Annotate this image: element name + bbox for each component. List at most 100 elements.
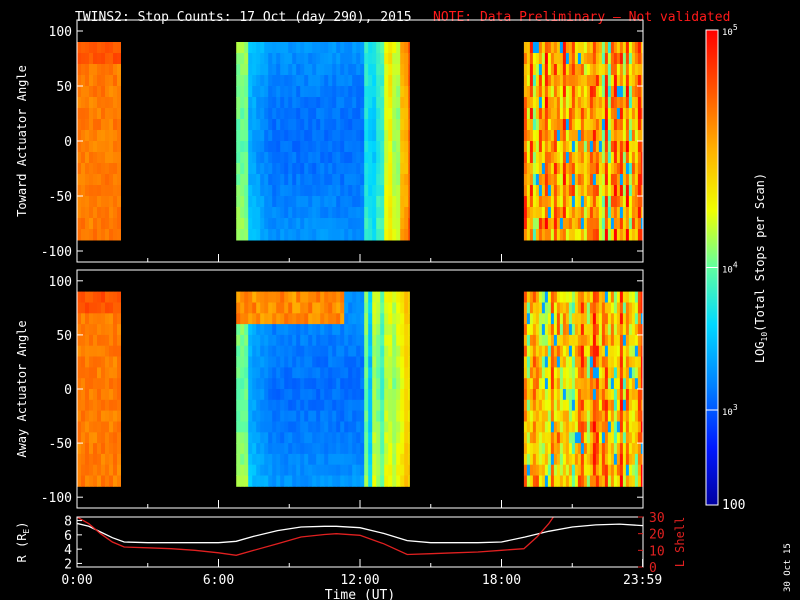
heatmap-cell bbox=[565, 432, 570, 444]
heatmap-cell bbox=[577, 207, 582, 219]
heatmap-cell bbox=[553, 432, 558, 444]
heatmap-cell bbox=[616, 324, 621, 336]
heatmap-cell bbox=[583, 174, 588, 186]
heatmap-cell bbox=[577, 108, 582, 120]
heatmap-cell bbox=[541, 334, 546, 347]
heatmap-cell bbox=[252, 229, 257, 241]
heatmap-cell bbox=[296, 475, 301, 487]
heatmap-cell bbox=[580, 345, 585, 357]
heatmap-cell bbox=[348, 207, 353, 219]
heatmap-cell bbox=[388, 141, 393, 153]
heatmap-cell bbox=[300, 229, 305, 241]
heatmap-cell bbox=[404, 475, 409, 487]
heatmap-cell bbox=[109, 53, 114, 65]
heatmap-cell bbox=[532, 378, 537, 390]
heatmap-cell bbox=[529, 334, 534, 347]
heatmap-cell bbox=[553, 378, 558, 390]
heatmap-cell bbox=[336, 389, 341, 401]
heatmap-cell bbox=[117, 291, 121, 303]
heatmap-cell bbox=[93, 207, 98, 219]
heatmap-cell bbox=[308, 152, 313, 164]
heatmap-cell bbox=[117, 152, 121, 164]
heatmap-cell bbox=[89, 141, 94, 153]
heatmap-cell bbox=[113, 432, 118, 444]
heatmap-cell bbox=[340, 86, 345, 98]
heatmap-cell bbox=[348, 196, 353, 208]
heatmap-cell bbox=[280, 475, 285, 487]
heatmap-cell bbox=[592, 378, 597, 390]
heatmap-cell bbox=[97, 185, 102, 197]
heatmap-cell bbox=[616, 174, 621, 186]
heatmap-cell bbox=[607, 291, 612, 303]
heatmap-cell bbox=[324, 389, 329, 401]
heatmap-cell bbox=[113, 218, 118, 230]
heatmap-cell bbox=[388, 432, 393, 444]
heatmap-cell bbox=[556, 42, 561, 54]
heatmap-cell bbox=[601, 324, 606, 336]
heatmap-cell bbox=[264, 185, 269, 197]
heatmap-cell bbox=[598, 108, 603, 120]
heatmap-cell bbox=[547, 196, 552, 208]
heatmap-cell bbox=[625, 53, 630, 65]
heatmap-cell bbox=[316, 152, 321, 164]
heatmap-cell bbox=[592, 174, 597, 186]
heatmap-cell bbox=[93, 196, 98, 208]
heatmap-cell bbox=[574, 389, 579, 401]
heatmap-cell bbox=[607, 453, 612, 466]
heatmap-cell bbox=[544, 42, 549, 54]
heatmap-cell bbox=[368, 453, 373, 466]
heatmap-cell bbox=[101, 53, 106, 65]
heatmap-cell bbox=[380, 378, 385, 390]
heatmap-cell bbox=[356, 64, 361, 76]
heatmap-cell bbox=[586, 130, 591, 142]
heatmap-cell bbox=[574, 464, 579, 476]
heatmap-cell bbox=[616, 53, 621, 65]
heatmap-cell bbox=[81, 108, 86, 120]
heatmap-cell bbox=[300, 443, 305, 455]
heatmap-cell bbox=[586, 174, 591, 186]
heatmap-cell bbox=[550, 432, 555, 444]
heatmap-cell bbox=[568, 163, 573, 175]
heatmap-cell bbox=[526, 356, 531, 368]
heatmap-cell bbox=[577, 185, 582, 197]
heatmap-cell bbox=[392, 475, 397, 487]
heatmap-cell bbox=[368, 97, 373, 109]
heatmap-cell bbox=[384, 196, 389, 208]
heatmap-cell bbox=[640, 389, 644, 401]
heatmap-cell bbox=[240, 42, 245, 54]
heatmap-cell bbox=[526, 218, 531, 230]
heatmap-cell bbox=[396, 163, 401, 175]
heatmap-cell bbox=[586, 42, 591, 54]
heatmap-cell bbox=[288, 367, 293, 379]
heatmap-cell bbox=[292, 378, 297, 390]
heatmap-cell bbox=[583, 389, 588, 401]
heatmap-cell bbox=[400, 152, 405, 164]
heatmap-cell bbox=[637, 291, 642, 303]
heatmap-cell bbox=[628, 399, 633, 412]
heatmap-cell bbox=[97, 64, 102, 76]
heatmap-cell bbox=[312, 432, 317, 444]
heatmap-cell bbox=[248, 378, 253, 390]
heatmap-cell bbox=[248, 42, 253, 54]
heatmap-cell bbox=[559, 324, 564, 336]
heatmap-cell bbox=[252, 464, 257, 476]
heatmap-cell bbox=[356, 196, 361, 208]
heatmap-cell bbox=[280, 64, 285, 76]
heatmap-cell bbox=[360, 207, 365, 219]
heatmap-cell bbox=[244, 185, 249, 197]
heatmap-cell bbox=[604, 399, 609, 412]
heatmap-cell bbox=[272, 163, 277, 175]
heatmap-cell bbox=[610, 53, 615, 65]
heatmap-cell bbox=[348, 218, 353, 230]
heatmap-cell bbox=[368, 185, 373, 197]
heatmap-cell bbox=[631, 464, 636, 476]
heatmap-cell bbox=[607, 345, 612, 357]
heatmap-cell bbox=[562, 196, 567, 208]
heatmap-cell bbox=[547, 152, 552, 164]
heatmap-cell bbox=[547, 207, 552, 219]
heatmap-cell bbox=[348, 475, 353, 487]
heatmap-cell bbox=[408, 152, 410, 164]
heatmap-cell bbox=[556, 152, 561, 164]
heatmap-cell bbox=[574, 64, 579, 76]
